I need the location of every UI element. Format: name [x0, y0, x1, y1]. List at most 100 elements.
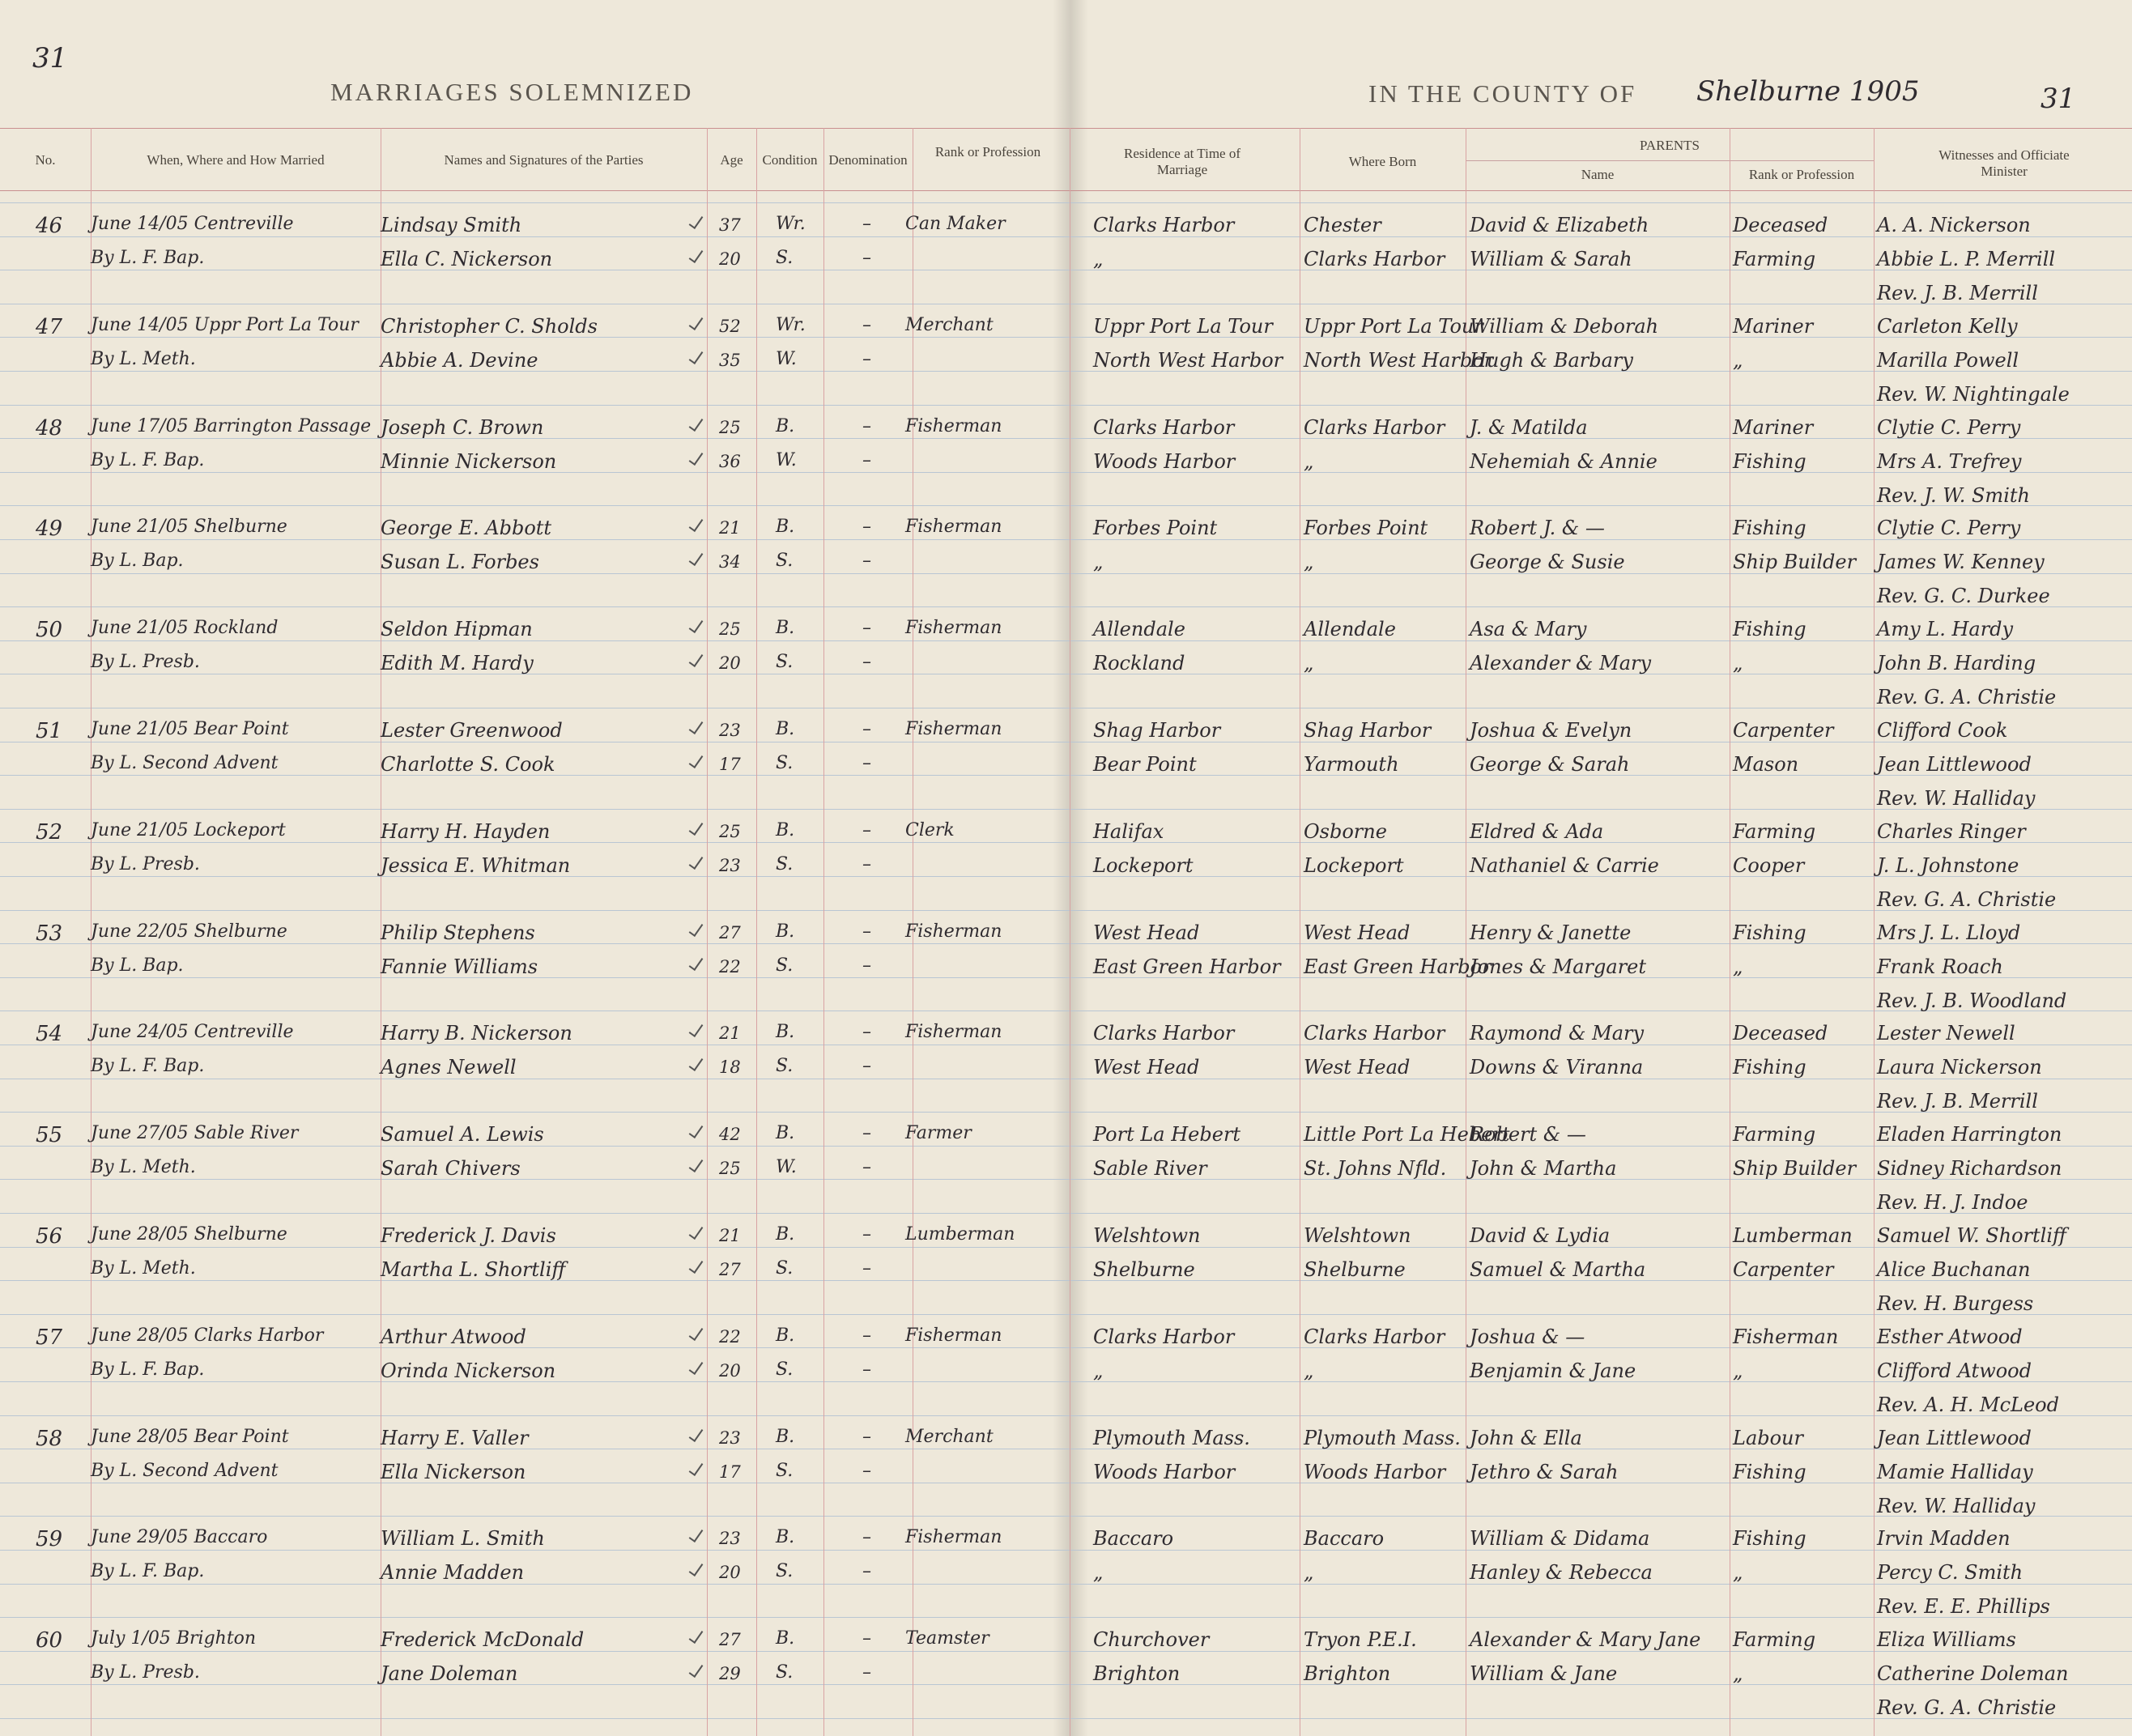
profession: Fisherman — [905, 416, 1002, 436]
birthplace: Baccaro — [1304, 1527, 1385, 1550]
witness: Carleton Kelly — [1877, 315, 2018, 338]
parent-names: William & Sarah — [1470, 248, 1632, 270]
parent-rank: Deceased — [1733, 214, 1828, 236]
county: Shelburne 1905 — [1696, 75, 1920, 108]
age: 20 — [719, 1361, 741, 1381]
residence: North West Harbor — [1093, 349, 1283, 372]
parent-names: David & Lydia — [1470, 1224, 1611, 1247]
check-mark — [688, 1359, 704, 1375]
profession: Fisherman — [905, 1022, 1002, 1042]
age: 20 — [719, 653, 741, 673]
check-mark — [688, 1223, 704, 1240]
parent-names: Robert & — — [1470, 1123, 1586, 1146]
parent-rank: Fishing — [1733, 1056, 1806, 1079]
column-header: When, Where and How Married — [147, 152, 325, 168]
witness: John B. Harding — [1877, 652, 2036, 674]
age: 17 — [719, 755, 741, 774]
parent-rank: „ — [1733, 1561, 1743, 1584]
birthplace: Forbes Point — [1304, 517, 1428, 539]
birthplace: West Head — [1304, 921, 1411, 944]
when-married: By L. Presb. — [91, 1662, 200, 1683]
birthplace: Clarks Harbor — [1304, 1325, 1445, 1348]
party-name: Abbie A. Devine — [381, 349, 538, 372]
birthplace: „ — [1304, 1561, 1314, 1584]
denomination: – — [862, 450, 871, 470]
entry-number: 59 — [36, 1527, 63, 1551]
witness: Rev. H. Burgess — [1877, 1292, 2034, 1315]
when-married: By L. F. Bap. — [91, 1359, 205, 1380]
parent-names: J. & Matilda — [1470, 416, 1588, 439]
column-header: Denomination — [828, 152, 908, 168]
parent-rank: Deceased — [1733, 1022, 1828, 1045]
residence: Lockeport — [1093, 854, 1194, 877]
when-married: By L. F. Bap. — [91, 248, 205, 268]
ruled-line — [0, 539, 2132, 540]
age: 25 — [719, 418, 741, 437]
age: 34 — [719, 552, 741, 572]
parent-rank: Fishing — [1733, 450, 1806, 473]
birthplace: Shag Harbor — [1304, 719, 1432, 742]
party-name: Arthur Atwood — [381, 1325, 526, 1348]
when-married: June 22/05 Shelburne — [91, 921, 287, 942]
column-header: Names and Signatures of the Parties — [444, 152, 644, 168]
parent-rank: „ — [1733, 1662, 1743, 1685]
parent-rank: Fishing — [1733, 1461, 1806, 1483]
party-name: Seldon Hipman — [381, 618, 533, 640]
denomination: – — [862, 1628, 871, 1649]
witness: Eladen Harrington — [1877, 1123, 2062, 1146]
residence: Uppr Port La Tour — [1093, 315, 1273, 338]
column-rule — [707, 128, 708, 1736]
entry-number: 49 — [36, 517, 63, 541]
column-header: Rank or Profession — [1748, 167, 1855, 182]
witness: Jean Littlewood — [1877, 753, 2032, 776]
profession: Merchant — [905, 315, 994, 335]
ruled-line — [0, 606, 2132, 607]
denomination: – — [862, 1022, 871, 1042]
birthplace: „ — [1304, 551, 1314, 573]
ruled-line — [0, 1247, 2132, 1248]
witness: Alice Buchanan — [1877, 1258, 2031, 1281]
check-mark — [688, 415, 704, 432]
parent-names: William & Deborah — [1470, 315, 1659, 338]
parent-rank: Mariner — [1733, 416, 1814, 439]
residence: Churchover — [1093, 1628, 1210, 1651]
profession: Clerk — [905, 820, 955, 840]
age: 37 — [719, 215, 741, 235]
condition: B. — [776, 921, 795, 942]
party-name: Orinda Nickerson — [381, 1359, 556, 1382]
birthplace: West Head — [1304, 1056, 1411, 1079]
denomination: – — [862, 1662, 871, 1683]
profession: Teamster — [905, 1628, 989, 1649]
residence: Clarks Harbor — [1093, 214, 1235, 236]
condition: S. — [776, 753, 794, 773]
ruled-line — [0, 371, 2132, 372]
condition: S. — [776, 1359, 794, 1380]
parent-rank: Fishing — [1733, 517, 1806, 539]
witness: Rev. E. E. Phillips — [1877, 1595, 2050, 1618]
witness: Percy C. Smith — [1877, 1561, 2023, 1584]
ruled-line — [0, 1617, 2132, 1618]
residence: East Green Harbor — [1093, 955, 1281, 978]
check-mark — [688, 1560, 704, 1576]
parent-names: Downs & Viranna — [1470, 1056, 1644, 1079]
header-rule — [0, 190, 2132, 191]
birthplace: Clarks Harbor — [1304, 1022, 1445, 1045]
birthplace: Shelburne — [1304, 1258, 1406, 1281]
condition: S. — [776, 1056, 794, 1076]
condition: S. — [776, 551, 794, 571]
parent-rank: Lumberman — [1733, 1224, 1853, 1247]
residence: Sable River — [1093, 1157, 1207, 1180]
parent-rank: Fishing — [1733, 1527, 1806, 1550]
birthplace: Clarks Harbor — [1304, 416, 1445, 439]
party-name: Harry E. Valler — [381, 1427, 529, 1449]
parents-rule — [1466, 160, 1874, 161]
check-mark — [688, 1122, 704, 1138]
ruled-line — [0, 472, 2132, 473]
condition: B. — [776, 1325, 795, 1346]
parent-names: Joshua & Evelyn — [1470, 719, 1632, 742]
ruled-line — [0, 1146, 2132, 1147]
condition: W. — [776, 349, 797, 369]
ruled-line — [0, 1415, 2132, 1416]
check-mark — [688, 1662, 704, 1678]
denomination: – — [862, 248, 871, 268]
